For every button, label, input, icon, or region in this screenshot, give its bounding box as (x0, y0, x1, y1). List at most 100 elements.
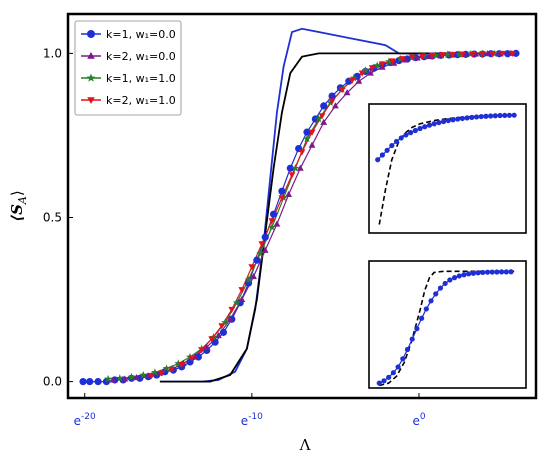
series-1-point-3 (144, 372, 152, 379)
series-1-point-32 (484, 50, 491, 57)
inset-0-point-17 (455, 116, 461, 122)
inset-1-point-0 (376, 380, 382, 386)
inset-1-point-10 (423, 306, 429, 312)
insets (368, 103, 527, 389)
series-2-point-1 (115, 374, 124, 382)
series-3-point-7 (218, 323, 226, 330)
x-tick-label-0: e-20 (74, 412, 96, 428)
series-1-point-26 (413, 54, 421, 61)
series-0-point-2 (94, 377, 102, 386)
inset-0-point-1 (379, 152, 386, 158)
inset-0-point-27 (502, 112, 508, 119)
series-1-point-12 (250, 272, 257, 280)
inset-1-point-20 (470, 270, 476, 276)
series-3-point-16 (308, 129, 316, 136)
series-1-point-27 (425, 53, 433, 60)
inset-0-point-24 (488, 113, 494, 119)
series-0-point-24 (278, 187, 286, 195)
y-axis-label: ⟨SA⟩ (8, 190, 29, 222)
series-3-point-17 (318, 113, 326, 120)
series-1-point-2 (133, 374, 140, 381)
series-1-point-11 (238, 295, 246, 303)
series-2-point-19 (326, 98, 335, 106)
inset-1-point-1 (381, 378, 387, 384)
series-3-point-28 (428, 52, 436, 59)
inset-0-point-8 (412, 127, 418, 134)
series-3-point-22 (368, 65, 376, 72)
legend-marker-3 (87, 97, 95, 104)
reference-curves (159, 27, 520, 383)
x-tick-label-1: e-10 (241, 412, 263, 428)
series-1-point-22 (367, 69, 374, 76)
inset-0-point-11 (426, 122, 433, 128)
series-2-point-16 (291, 164, 300, 172)
series-2-point-13 (256, 249, 265, 257)
y-tick-label-0: 0.0 (43, 375, 62, 389)
inset-0-point-13 (436, 119, 442, 126)
inset-1-point-12 (433, 291, 439, 297)
series-3-point-27 (418, 53, 426, 60)
inset-1-point-5 (400, 356, 406, 362)
inset-0-point-5 (398, 135, 404, 141)
series-3-point-19 (338, 86, 346, 94)
series-2-point-24 (384, 57, 393, 65)
y-ticks: 0.0 0.5 1.0 (43, 46, 73, 389)
series-1-point-20 (343, 89, 351, 96)
legend-label-0: k=1, w₁=0.0 (106, 28, 176, 41)
series-3-point-3 (178, 362, 186, 369)
series-2-point-18 (314, 114, 323, 123)
series-3-point-4 (188, 355, 196, 362)
series-2-point-5 (162, 364, 171, 372)
series-0-point-1 (86, 377, 94, 386)
series-3-point-35 (499, 50, 506, 57)
series-2-point-4 (150, 368, 159, 376)
inset-0-point-10 (422, 124, 428, 130)
inset-0-point-28 (506, 112, 513, 118)
inset-1 (368, 260, 527, 389)
series-3-point-10 (248, 264, 256, 271)
inset-1-point-28 (508, 269, 514, 275)
series-3-point-14 (288, 172, 296, 179)
series-markers (79, 49, 520, 386)
series-3-point-12 (268, 218, 276, 225)
series-1-point-8 (203, 343, 211, 350)
inset-1-point-8 (414, 326, 420, 332)
series-1-point-33 (495, 50, 503, 57)
series-3-point-6 (208, 336, 216, 343)
series-1-point-16 (296, 164, 304, 171)
inset-1-point-27 (503, 269, 509, 275)
series-3-point-5 (198, 347, 206, 354)
inset-0-point-7 (408, 130, 414, 136)
y-tick-label-2: 1.0 (43, 46, 62, 60)
series-3-point-8 (228, 306, 236, 313)
series-0-point-22 (261, 233, 269, 241)
inset-0-point-0 (375, 157, 381, 163)
reference-curve-1 (159, 52, 520, 383)
inset-0-point-12 (431, 121, 437, 127)
inset-0-point-6 (403, 132, 409, 138)
series-3-point-26 (408, 54, 416, 61)
series-2-point-28 (431, 51, 440, 59)
inset-0-point-14 (440, 118, 447, 125)
inset-1-point-11 (428, 298, 434, 304)
inset-0-point-4 (393, 138, 400, 145)
inset-0-point-29 (511, 112, 517, 118)
inset-1-point-13 (437, 285, 444, 291)
inset-1-point-17 (456, 273, 462, 279)
inset-0-point-19 (464, 115, 470, 121)
inset-1-point-14 (442, 280, 448, 287)
series-2-point-2 (127, 372, 136, 381)
series-3-point-15 (298, 149, 306, 156)
legend-marker-2 (86, 73, 96, 82)
series-2-point-10 (221, 318, 230, 326)
series-1-point-13 (261, 246, 269, 253)
series-2-point-23 (373, 61, 382, 69)
inset-0-point-2 (384, 147, 390, 153)
y-tick-label-1: 0.5 (43, 210, 62, 224)
inset-0-point-15 (445, 117, 451, 124)
series-2-point-21 (349, 73, 358, 82)
x-ticks: e-20 e-10 e0 (74, 393, 426, 428)
inset-1-point-16 (451, 275, 458, 281)
inset-1-point-22 (480, 269, 486, 276)
